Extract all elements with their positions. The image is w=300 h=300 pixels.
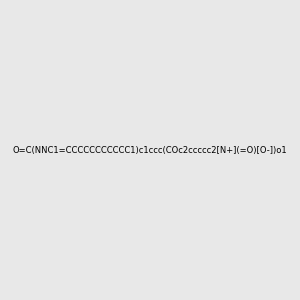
- Text: O=C(NNC1=CCCCCCCCCCC1)c1ccc(COc2ccccc2[N+](=O)[O-])o1: O=C(NNC1=CCCCCCCCCCC1)c1ccc(COc2ccccc2[N…: [13, 146, 287, 154]
